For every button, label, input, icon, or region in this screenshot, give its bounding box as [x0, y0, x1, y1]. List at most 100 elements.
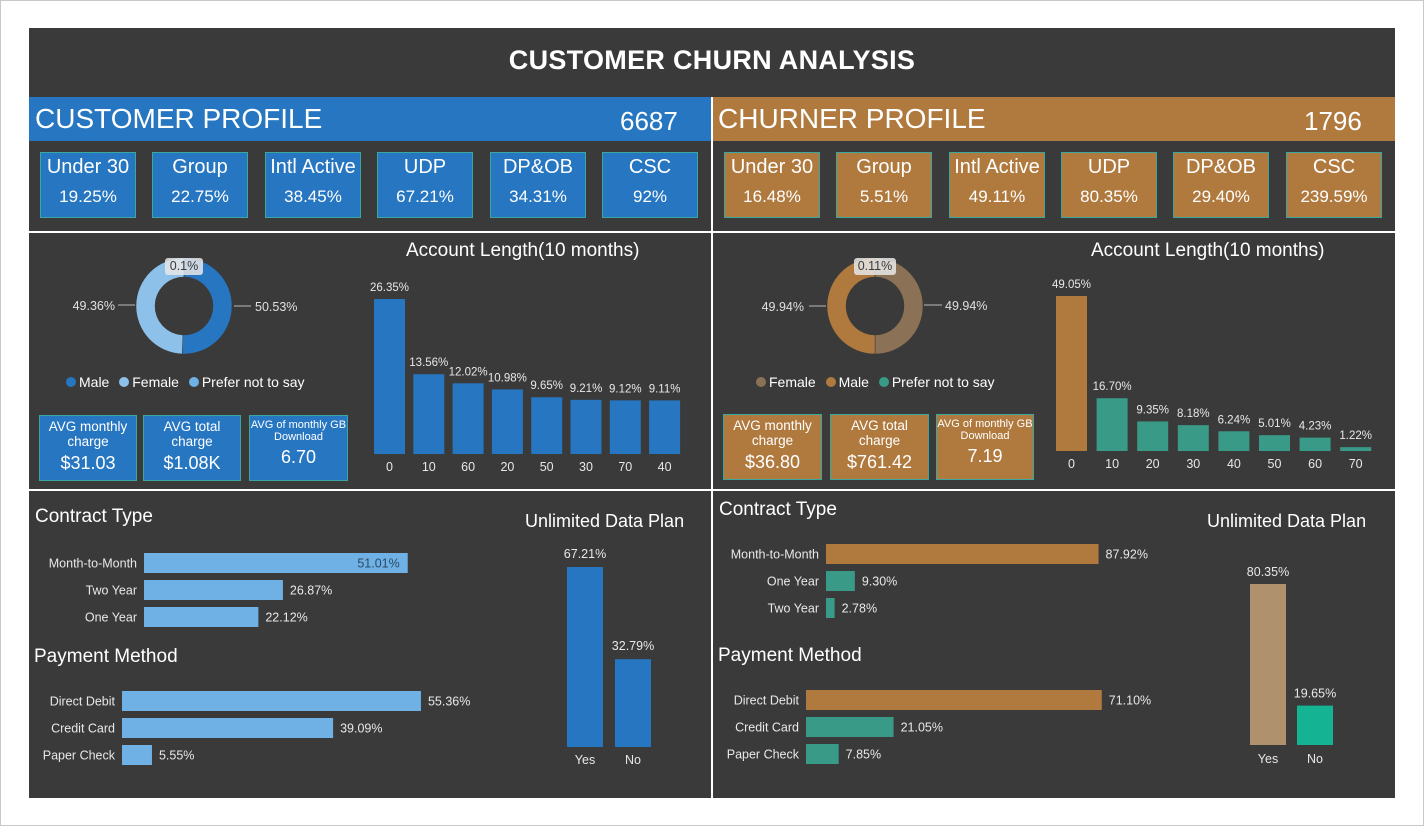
- donut-value-label: 49.94%: [762, 300, 804, 314]
- kpi-label: Under 30: [46, 156, 130, 178]
- x-tick-label: 70: [618, 460, 632, 474]
- kpi-value: 38.45%: [284, 187, 342, 206]
- avg-value: $761.42: [846, 452, 913, 472]
- legend-dot-icon: [756, 377, 766, 387]
- bar-value-label: 12.02%: [449, 366, 488, 378]
- dashboard: CUSTOMER CHURN ANALYSIS CUSTOMER PROFILE…: [29, 28, 1395, 798]
- bar: [1299, 437, 1331, 451]
- churner-profile-title: CHURNER PROFILE: [718, 103, 986, 134]
- x-tick-label: 20: [1146, 457, 1160, 471]
- category-label: Month-to-Month: [731, 548, 819, 562]
- bar-value-label: 39.09%: [340, 722, 382, 736]
- customer-kpi-intl-active: Intl Active 38.45%: [265, 152, 361, 218]
- legend-label: Female: [132, 374, 179, 390]
- kpi-label: CSC: [1312, 156, 1356, 178]
- donut-value-label: 0.11%: [858, 259, 893, 273]
- legend-dot-icon: [119, 377, 130, 387]
- legend-label: Male: [79, 374, 110, 390]
- x-tick-label: No: [625, 753, 641, 767]
- bar-value-label: 5.01%: [1258, 418, 1291, 430]
- customer-payment-title: Payment Method: [34, 646, 178, 667]
- x-tick-label: Yes: [1258, 752, 1278, 766]
- kpi-label: Group: [172, 156, 228, 178]
- bar: [122, 691, 421, 711]
- divider: [713, 231, 1395, 233]
- bar-value-label: 87.92%: [1106, 548, 1148, 562]
- bar: [531, 397, 563, 454]
- kpi-label: Intl Active: [270, 156, 356, 178]
- bar: [806, 744, 839, 764]
- bar: [1096, 398, 1128, 451]
- category-label: Credit Card: [51, 722, 115, 736]
- customer-kpi-group: Group 22.75%: [152, 152, 248, 218]
- bar-value-label: 22.12%: [265, 611, 307, 625]
- legend-label: Prefer not to say: [201, 374, 305, 390]
- x-tick-label: 40: [1227, 457, 1241, 471]
- donut-value-label: 49.94%: [945, 299, 987, 313]
- customer-contract-title: Contract Type: [35, 506, 153, 527]
- kpi-label: Group: [856, 156, 912, 178]
- customer-kpi-under30: Under 30 19.25%: [40, 152, 136, 218]
- churner-kpi-udp: UDP 80.35%: [1061, 152, 1157, 218]
- bar-value-label: 55.36%: [428, 695, 470, 709]
- kpi-value: 49.11%: [968, 187, 1026, 206]
- bar: [374, 299, 405, 454]
- customer-kpi-csc: CSC 92%: [602, 152, 698, 218]
- legend-item: Prefer not to say: [188, 374, 305, 390]
- bar: [1218, 431, 1250, 451]
- bar: [1177, 425, 1209, 451]
- bar: [1250, 584, 1286, 745]
- category-label: Direct Debit: [734, 694, 800, 708]
- bar-value-label: 1.22%: [1339, 430, 1372, 442]
- category-label: One Year: [767, 575, 819, 589]
- avg-value: 6.70: [280, 447, 317, 467]
- bar-value-label: 9.11%: [649, 383, 681, 395]
- avg-label: AVG monthly charge: [733, 418, 812, 448]
- bar-value-label: 71.10%: [1109, 694, 1151, 708]
- category-label: One Year: [85, 611, 137, 625]
- bar-value-label: 13.56%: [409, 357, 448, 369]
- legend-label: Male: [838, 374, 869, 390]
- divider: [713, 489, 1395, 491]
- avg-label: AVG total charge: [851, 418, 908, 448]
- bar: [609, 400, 641, 454]
- customer-gender-legend: Male Female Prefer not to say: [66, 374, 311, 390]
- bar-value-label: 16.70%: [1093, 381, 1132, 393]
- churner-avg-monthly-charge: AVG monthly charge $36.80: [723, 414, 822, 480]
- bar: [806, 717, 894, 737]
- churner-count: 1796: [1304, 106, 1362, 136]
- bar-value-label: 32.79%: [612, 639, 654, 653]
- bar: [122, 718, 334, 738]
- bar: [144, 553, 408, 573]
- customer-count: 6687: [620, 106, 678, 136]
- x-tick-label: 30: [1186, 457, 1200, 471]
- customer-avg-monthly-charge: AVG monthly charge $31.03: [39, 415, 137, 481]
- churner-avg-gb-download: AVG of monthly GB Download 7.19: [936, 414, 1034, 480]
- churner-account-length-title: Account Length(10 months): [1091, 240, 1325, 261]
- bar: [144, 607, 259, 627]
- bar-value-label: 9.65%: [530, 380, 563, 392]
- customer-account-length-title: Account Length(10 months): [406, 240, 640, 261]
- bar: [1137, 421, 1169, 451]
- x-tick-label: 50: [1268, 457, 1282, 471]
- bar-value-label: 26.87%: [290, 584, 332, 598]
- avg-label: AVG total charge: [163, 419, 221, 449]
- kpi-label: Intl Active: [954, 156, 1040, 178]
- donut-label-bg: [165, 258, 203, 275]
- bar: [144, 580, 283, 600]
- churner-avg-total-charge: AVG total charge $761.42: [830, 414, 929, 480]
- customer-udp-title: Unlimited Data Plan: [525, 511, 685, 531]
- bar: [615, 659, 651, 747]
- avg-value: $36.80: [744, 452, 801, 472]
- bar-value-label: 49.05%: [1052, 279, 1091, 291]
- bar: [452, 383, 484, 454]
- charts-canvas: 50.53% 49.36% 0.1% 26.35% 0 13.56% 10 12.02% 60 1…: [43, 257, 1372, 767]
- churner-profile-banner: CHURNER PROFILE 1796: [713, 97, 1395, 141]
- x-tick-label: Yes: [575, 753, 595, 767]
- bar: [649, 400, 681, 454]
- donut-slice: [874, 257, 924, 355]
- legend-item: Female: [756, 374, 816, 390]
- bar: [570, 399, 602, 454]
- divider: [29, 489, 711, 491]
- customer-kpi-udp: UDP 67.21%: [377, 152, 473, 218]
